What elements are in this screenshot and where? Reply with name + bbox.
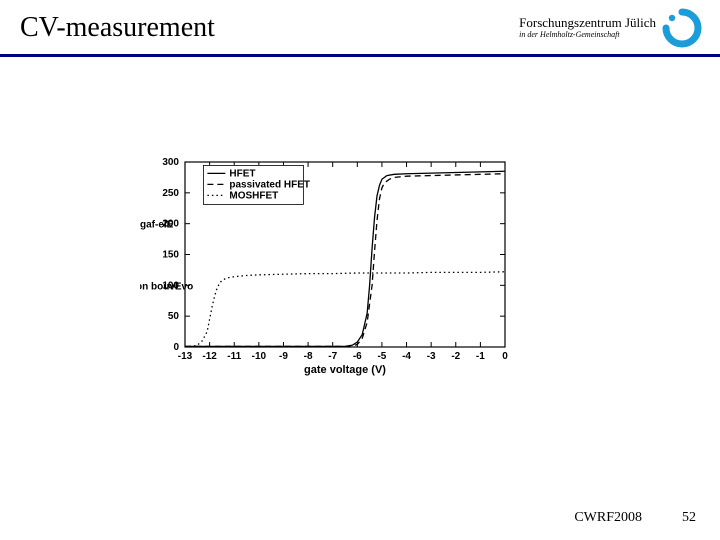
svg-text:gate voltage (V): gate voltage (V) (304, 364, 386, 376)
svg-text:-4: -4 (402, 351, 411, 362)
svg-text:-12: -12 (202, 351, 217, 362)
slide-header: CV-measurement Forschungszentrum Jülich … (0, 0, 720, 57)
svg-text:on bouvEvo: on bouvEvo (140, 281, 193, 292)
footer: CWRF2008 52 (574, 510, 696, 526)
footer-conf: CWRF2008 (574, 510, 642, 526)
svg-text:HFET: HFET (229, 168, 255, 179)
cv-chart: -13-12-11-10-9-8-7-6-5-4-3-2-10050100150… (140, 150, 520, 385)
juelich-logo-icon (662, 8, 702, 48)
chart-svg: -13-12-11-10-9-8-7-6-5-4-3-2-10050100150… (140, 150, 520, 380)
svg-text:250: 250 (162, 188, 179, 199)
svg-text:-7: -7 (328, 351, 337, 362)
svg-text:-9: -9 (279, 351, 288, 362)
svg-text:0: 0 (173, 342, 179, 353)
svg-text:50: 50 (168, 311, 180, 322)
svg-text:-8: -8 (304, 351, 313, 362)
svg-text:-11: -11 (227, 351, 241, 362)
org-name: Forschungszentrum Jülich (519, 16, 656, 30)
svg-text:0: 0 (502, 351, 508, 362)
svg-text:-13: -13 (178, 351, 193, 362)
org-subtitle: in der Helmholtz-Gemeinschaft (519, 31, 656, 40)
org-text: Forschungszentrum Jülich in der Helmholt… (519, 16, 656, 39)
svg-text:-2: -2 (451, 351, 460, 362)
svg-text:-6: -6 (353, 351, 362, 362)
svg-text:150: 150 (162, 250, 179, 261)
footer-page: 52 (682, 510, 696, 526)
page-title: CV-measurement (20, 12, 215, 44)
org-block: Forschungszentrum Jülich in der Helmholt… (519, 8, 702, 48)
svg-text:MOSHFET: MOSHFET (229, 190, 278, 201)
svg-text:gaf-elE: gaf-elE (140, 220, 174, 231)
svg-text:-3: -3 (427, 351, 436, 362)
svg-text:passivated HFET: passivated HFET (229, 179, 310, 190)
svg-text:300: 300 (162, 157, 179, 168)
svg-text:-5: -5 (377, 351, 386, 362)
svg-text:-10: -10 (252, 351, 267, 362)
svg-text:-1: -1 (476, 351, 485, 362)
